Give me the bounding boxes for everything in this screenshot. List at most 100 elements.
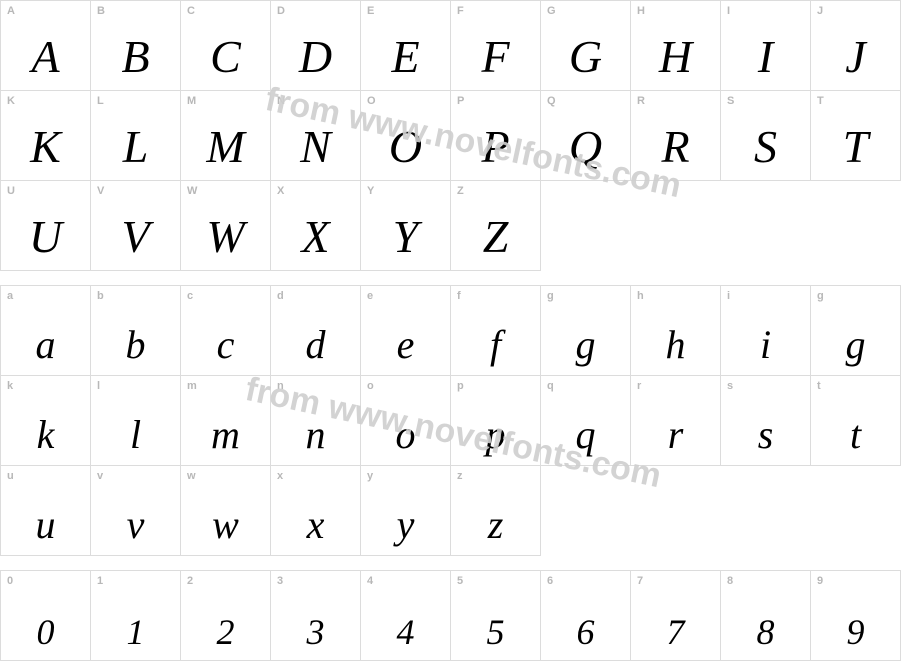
glyph-cell-label: O: [367, 95, 376, 107]
glyph-cell-glyph: x: [271, 505, 360, 545]
glyph-row: AABBCCDDEEFFGGHHIIJJ: [0, 0, 910, 90]
glyph-cell-label: Z: [457, 185, 464, 197]
glyph-cell-label: b: [97, 290, 104, 302]
glyph-cell-label: y: [367, 470, 374, 482]
glyph-cell-label: t: [817, 380, 821, 392]
glyph-cell: MM: [180, 90, 271, 181]
glyph-cell-glyph: Y: [361, 214, 450, 260]
glyph-cell-label: c: [187, 290, 194, 302]
glyph-cell-label: i: [727, 290, 731, 302]
font-character-map: AABBCCDDEEFFGGHHIIJJKKLLMMNNOOPPQQRRSSTT…: [0, 0, 911, 668]
glyph-cell-glyph: f: [451, 325, 540, 365]
glyph-row: uuvvwwxxyyzz: [0, 465, 910, 555]
glyph-cell-glyph: p: [451, 415, 540, 455]
glyph-cell-glyph: k: [1, 415, 90, 455]
glyph-cell: VV: [90, 180, 181, 271]
glyph-cell: 33: [270, 570, 361, 661]
glyph-cell-glyph: J: [811, 34, 900, 80]
glyph-cell-glyph: D: [271, 34, 360, 80]
glyph-cell: ff: [450, 285, 541, 376]
glyph-cell: LL: [90, 90, 181, 181]
glyph-cell-label: S: [727, 95, 735, 107]
glyph-cell-glyph: R: [631, 124, 720, 170]
glyph-cell-glyph: X: [271, 214, 360, 260]
glyph-cell-label: E: [367, 5, 375, 17]
glyph-cell-label: g: [817, 290, 824, 302]
glyph-cell-glyph: K: [1, 124, 90, 170]
glyph-cell-label: k: [7, 380, 14, 392]
glyph-cell: gg: [810, 285, 901, 376]
glyph-cell-label: B: [97, 5, 105, 17]
glyph-cell: DD: [270, 0, 361, 91]
glyph-cell-label: H: [637, 5, 645, 17]
glyph-cell-label: s: [727, 380, 734, 392]
glyph-cell-glyph: 6: [541, 614, 630, 650]
glyph-row: aabbccddeeffgghhiigg: [0, 285, 910, 375]
glyph-row: UUVVWWXXYYZZ: [0, 180, 910, 270]
glyph-cell-label: X: [277, 185, 285, 197]
glyph-cell: KK: [0, 90, 91, 181]
glyph-cell: hh: [630, 285, 721, 376]
glyph-cell: NN: [270, 90, 361, 181]
glyph-cell: oo: [360, 375, 451, 466]
glyph-cell-label: 5: [457, 575, 464, 587]
glyph-cell: SS: [720, 90, 811, 181]
glyph-cell: 77: [630, 570, 721, 661]
glyph-cell-label: K: [7, 95, 15, 107]
glyph-cell-label: U: [7, 185, 15, 197]
glyph-cell-label: 4: [367, 575, 374, 587]
glyph-cell-glyph: C: [181, 34, 270, 80]
glyph-cell-glyph: 4: [361, 614, 450, 650]
glyph-cell-label: Y: [367, 185, 375, 197]
glyph-cell-glyph: Z: [451, 214, 540, 260]
glyph-cell: nn: [270, 375, 361, 466]
glyph-cell: ii: [720, 285, 811, 376]
glyph-cell-label: 3: [277, 575, 284, 587]
glyph-cell: xx: [270, 465, 361, 556]
glyph-cell-label: C: [187, 5, 195, 17]
glyph-cell-glyph: a: [1, 325, 90, 365]
glyph-cell-label: 0: [7, 575, 14, 587]
glyph-cell-label: o: [367, 380, 374, 392]
glyph-cell-glyph: V: [91, 214, 180, 260]
glyph-cell: 00: [0, 570, 91, 661]
glyph-cell-glyph: s: [721, 415, 810, 455]
glyph-cell-label: L: [97, 95, 104, 107]
glyph-cell-label: N: [277, 95, 285, 107]
glyph-cell-glyph: M: [181, 124, 270, 170]
glyph-cell: zz: [450, 465, 541, 556]
glyph-cell: ZZ: [450, 180, 541, 271]
glyph-cell: ss: [720, 375, 811, 466]
glyph-cell-glyph: F: [451, 34, 540, 80]
glyph-cell-glyph: H: [631, 34, 720, 80]
glyph-cell: tt: [810, 375, 901, 466]
glyph-cell: BB: [90, 0, 181, 91]
glyph-cell-label: P: [457, 95, 465, 107]
glyph-cell-label: 2: [187, 575, 194, 587]
glyph-cell-glyph: 2: [181, 614, 270, 650]
glyph-cell-glyph: g: [541, 325, 630, 365]
glyph-cell-glyph: U: [1, 214, 90, 260]
glyph-cell-label: a: [7, 290, 14, 302]
glyph-cell-label: n: [277, 380, 284, 392]
glyph-cell-glyph: q: [541, 415, 630, 455]
glyph-cell: PP: [450, 90, 541, 181]
glyph-cell: FF: [450, 0, 541, 91]
glyph-cell: kk: [0, 375, 91, 466]
glyph-cell-label: 8: [727, 575, 734, 587]
glyph-cell-glyph: y: [361, 505, 450, 545]
glyph-cell-label: R: [637, 95, 645, 107]
glyph-cell-label: M: [187, 95, 197, 107]
glyph-cell-label: V: [97, 185, 105, 197]
glyph-cell: aa: [0, 285, 91, 376]
glyph-cell: RR: [630, 90, 721, 181]
glyph-cell-glyph: 5: [451, 614, 540, 650]
glyph-cell-label: 1: [97, 575, 104, 587]
glyph-cell-glyph: A: [1, 34, 90, 80]
glyph-cell-glyph: n: [271, 415, 360, 455]
glyph-cell: uu: [0, 465, 91, 556]
glyph-cell-glyph: S: [721, 124, 810, 170]
glyph-cell-glyph: t: [811, 415, 900, 455]
glyph-cell: mm: [180, 375, 271, 466]
glyph-cell: CC: [180, 0, 271, 91]
